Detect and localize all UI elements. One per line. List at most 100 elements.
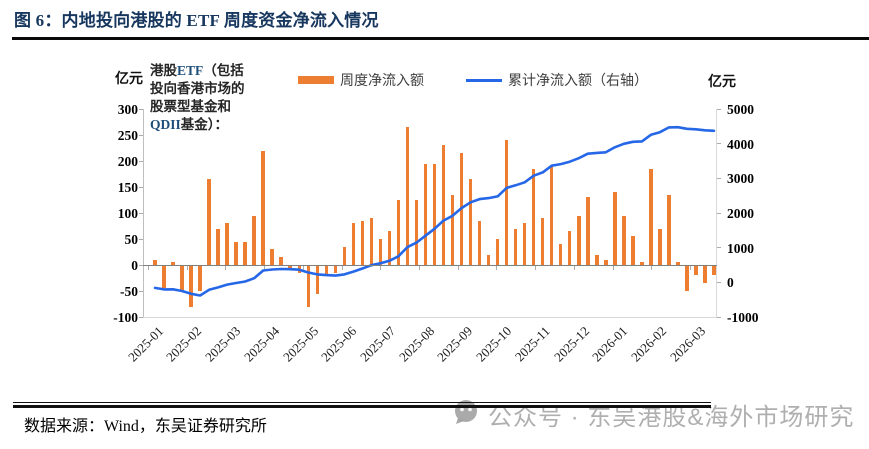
weekly-net-inflow-bar bbox=[162, 265, 166, 289]
weekly-net-inflow-bar bbox=[459, 153, 464, 265]
right-axis-unit-label: 亿元 bbox=[708, 75, 736, 90]
weekly-net-inflow-bar bbox=[378, 239, 383, 265]
annotation-etf-text: ETF bbox=[177, 63, 204, 78]
weekly-net-inflow-bar bbox=[306, 265, 311, 307]
weekly-net-inflow-bar bbox=[198, 265, 202, 291]
weekly-net-inflow-bar bbox=[189, 265, 193, 307]
x-tick-label: 2025-04 bbox=[240, 323, 283, 365]
x-tick-label: 2025-05 bbox=[279, 323, 321, 365]
left-axis-tick bbox=[139, 316, 143, 318]
weekly-net-inflow-bar bbox=[360, 220, 365, 265]
weekly-net-inflow-bar bbox=[667, 194, 671, 265]
x-tick-label: 2026-02 bbox=[627, 323, 670, 365]
right-axis-tick-label: 0 bbox=[727, 275, 734, 291]
legend-swatch-weekly-bar bbox=[298, 76, 334, 84]
weekly-net-inflow-bar bbox=[423, 163, 428, 265]
weekly-net-inflow-bar bbox=[622, 215, 626, 265]
left-axis-tick-label: 250 bbox=[117, 128, 138, 143]
plot-bottom-border bbox=[143, 317, 717, 318]
weekly-net-inflow-bar bbox=[504, 140, 509, 265]
weekly-net-inflow-bar bbox=[531, 168, 536, 265]
x-tick-label: 2025-06 bbox=[318, 323, 360, 365]
left-axis-tick bbox=[139, 134, 143, 136]
right-axis-tick bbox=[717, 212, 721, 214]
annotation-qdii-text: QDII bbox=[150, 117, 181, 133]
left-axis-tick-label: 150 bbox=[117, 180, 138, 195]
left-axis-tick-label: -50 bbox=[120, 284, 138, 299]
weekly-net-inflow-bar bbox=[685, 265, 689, 291]
weekly-net-inflow-bar bbox=[216, 228, 220, 265]
x-tick-label: 2026-01 bbox=[589, 323, 631, 365]
x-tick-label: 2025-10 bbox=[473, 323, 515, 365]
x-tick-label: 2025-12 bbox=[550, 323, 592, 365]
weekly-net-inflow-bar bbox=[225, 223, 229, 265]
x-tick-label: 2025-07 bbox=[356, 323, 399, 365]
weekly-net-inflow-bar bbox=[279, 257, 283, 265]
weekly-net-inflow-bar bbox=[631, 236, 635, 265]
weekly-net-inflow-bar bbox=[342, 246, 347, 265]
left-axis-unit-label: 亿元 bbox=[115, 72, 143, 87]
source-note: 数据来源：Wind，东吴证券研究所 bbox=[24, 418, 267, 435]
weekly-net-inflow-bar bbox=[270, 249, 274, 265]
left-axis-tick-label: 0 bbox=[131, 258, 138, 273]
weekly-net-inflow-bar bbox=[477, 220, 482, 265]
left-axis-tick-label: 200 bbox=[117, 154, 138, 169]
category-axis-zero-line bbox=[143, 265, 717, 266]
right-axis-tick-label: 2000 bbox=[727, 206, 754, 221]
x-tick-label: 2026-03 bbox=[666, 323, 708, 365]
legend-swatch-cumulative-line bbox=[466, 78, 502, 82]
weekly-net-inflow-bar bbox=[549, 166, 554, 265]
left-axis-tick-label: 300 bbox=[117, 102, 138, 117]
right-axis-tick-label: -1000 bbox=[727, 310, 759, 325]
weekly-net-inflow-bar bbox=[396, 200, 401, 265]
weekly-net-inflow-bar bbox=[207, 179, 211, 265]
legend-label-cumulative-net-inflow: 累计净流入额（右轴） bbox=[508, 74, 648, 89]
right-axis-line bbox=[716, 109, 717, 318]
right-axis-tick-label: 3000 bbox=[727, 171, 754, 187]
left-axis-tick bbox=[139, 290, 143, 292]
weekly-net-inflow-bar bbox=[234, 241, 238, 265]
weekly-net-inflow-bar bbox=[414, 200, 419, 265]
left-axis-tick bbox=[139, 238, 143, 240]
weekly-net-inflow-bar bbox=[486, 254, 491, 265]
x-tick-label: 2025-09 bbox=[434, 323, 476, 365]
weekly-net-inflow-bar bbox=[495, 239, 500, 265]
weekly-net-inflow-bar bbox=[513, 228, 518, 265]
weekly-net-inflow-bar bbox=[595, 254, 599, 265]
left-axis-tick-label: -100 bbox=[113, 310, 138, 325]
x-tick-label: 2025-03 bbox=[202, 323, 244, 365]
weekly-net-inflow-bar bbox=[540, 218, 545, 265]
right-axis-tick bbox=[717, 316, 721, 318]
right-axis-tick bbox=[717, 143, 721, 145]
weekly-net-inflow-bar bbox=[243, 241, 247, 265]
left-axis-tick bbox=[139, 160, 143, 162]
month-tick bbox=[148, 265, 149, 270]
x-tick-label: 2025-02 bbox=[163, 323, 205, 365]
weekly-net-inflow-bar bbox=[703, 265, 707, 284]
right-axis-tick-label: 1000 bbox=[727, 240, 754, 256]
chart-annotation: 港股ETF（包括 投向香港市场的 股票型基金和 QDII基金）： bbox=[150, 62, 278, 134]
weekly-net-inflow-bar bbox=[333, 265, 338, 273]
weekly-net-inflow-bar bbox=[369, 218, 374, 265]
weekly-net-inflow-bar bbox=[649, 168, 653, 265]
weekly-net-inflow-bar bbox=[522, 223, 527, 265]
weekly-net-inflow-bar bbox=[432, 163, 437, 265]
right-axis-tick bbox=[717, 281, 721, 283]
weekly-net-inflow-bar bbox=[252, 215, 256, 265]
left-axis-tick bbox=[139, 264, 143, 266]
annotation-text: 基金）： bbox=[180, 117, 229, 133]
weekly-net-inflow-bar bbox=[180, 265, 184, 291]
weekly-net-inflow-bar bbox=[315, 265, 320, 294]
footer-rule-thick bbox=[13, 405, 711, 408]
weekly-net-inflow-bar bbox=[613, 192, 617, 265]
left-axis-line bbox=[143, 109, 144, 318]
left-axis-tick bbox=[139, 186, 143, 188]
page-title: 图 6：内地投向港股的 ETF 周度资金净流入情况 bbox=[14, 11, 379, 30]
annotation-text: 港股 bbox=[150, 63, 177, 78]
weekly-net-inflow-bar bbox=[450, 194, 455, 265]
legend-item-weekly-net-inflow: 周度净流入额 bbox=[298, 70, 424, 90]
right-axis-tick-label: 5000 bbox=[727, 102, 754, 117]
annotation-text: （包括 投向香港市场的 股票型基金和 bbox=[150, 63, 245, 115]
weekly-net-inflow-bar bbox=[441, 145, 446, 265]
weekly-net-inflow-bar bbox=[658, 228, 662, 265]
